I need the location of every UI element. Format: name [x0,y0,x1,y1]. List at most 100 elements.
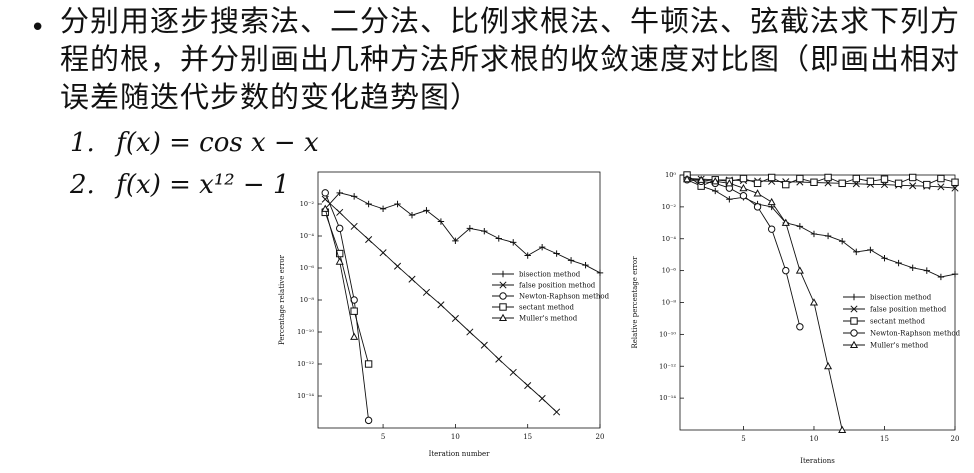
data-point [423,207,430,214]
legend-entry: bisection method [519,271,581,279]
y-tick-label: 10⁻¹² [659,362,676,370]
data-point [937,183,945,191]
legend-entry: Muller's method [519,315,578,323]
data-point [753,203,762,211]
plot-frame [679,174,956,431]
data-point [422,288,431,296]
data-point [365,200,372,208]
data-point [452,237,459,245]
y-tick-label: 10⁻⁴ [300,232,315,240]
data-point [937,273,945,281]
data-point [582,261,589,269]
data-point [767,225,776,233]
x-axis-label: Iteration number [429,450,491,458]
x-tick-label: 15 [523,433,532,441]
data-point [810,230,818,238]
y-tick-label: 10⁰ [665,171,676,179]
data-point [838,179,846,188]
data-point [335,257,344,265]
legend-entry: false position method [519,282,596,290]
legend-marker [850,293,858,301]
data-point [350,193,358,200]
data-point [782,266,790,275]
y-tick-label: 10⁻⁴ [662,235,677,243]
series-line [324,212,370,365]
data-point [379,205,387,213]
legend-marker [499,303,507,311]
data-point [796,323,804,331]
series-line [687,179,801,327]
legend-marker [499,281,507,289]
data-point [852,174,860,183]
data-point [781,218,790,226]
data-point [567,257,575,264]
data-point [394,200,401,208]
data-point [480,341,488,349]
data-point [923,180,931,189]
data-point [510,239,517,246]
y-axis-label: Percentage relative error [278,254,286,345]
x-tick-label: 20 [951,435,960,443]
data-point [867,246,874,254]
data-point [481,227,488,235]
legend-entry: Newton-Raphson method [519,293,610,301]
data-point [466,328,474,336]
y-tick-label: 10⁻¹⁰ [659,330,676,338]
equation-1-formula: f(x) = cos x − x [116,128,319,158]
data-point [810,178,818,186]
x-tick-label: 5 [741,435,745,443]
data-point [538,394,546,403]
data-point [909,182,917,190]
data-point [767,197,776,206]
y-tick-label: 10⁻¹⁴ [659,394,676,402]
series-line [324,192,601,274]
legend-marker [849,340,859,349]
data-point [364,360,373,368]
data-point [364,416,373,425]
legend-marker [498,313,508,322]
data-point [725,179,734,187]
data-point [951,184,959,192]
data-point [838,425,847,434]
data-point [321,204,330,212]
series-line [686,179,956,278]
data-point [553,408,561,416]
data-point [726,196,733,203]
data-point [524,381,532,390]
data-point [335,249,344,258]
series-line [687,178,843,431]
x-tick-label: 15 [880,435,889,443]
data-point [683,174,692,183]
data-point [753,179,762,188]
data-point [437,301,445,309]
data-point [894,179,903,188]
data-point [495,355,503,363]
y-axis-label: Relative percentage error [631,256,639,349]
data-point [767,173,776,182]
data-point [350,307,358,315]
y-tick-label: 10⁻² [662,203,677,211]
equation-2: 2. f(x) = x¹² − 1 [70,168,290,202]
task-paragraph: 分别用逐步搜索法、二分法、比例求根法、牛顿法、弦截法求下列方程的根，并分别画出几… [60,4,961,114]
data-point [365,235,373,244]
data-point [880,175,889,183]
equation-2-formula: f(x) = x¹² − 1 [116,170,290,200]
y-tick-label: 10⁻¹⁰ [297,328,314,336]
data-point [437,218,445,225]
x-tick-label: 20 [596,433,605,441]
equation-1: 1. f(x) = cos x − x [70,126,319,160]
data-point [909,264,916,272]
x-tick-label: 10 [810,435,819,443]
legend-entry: Muller's method [870,342,929,350]
data-point [796,174,804,183]
data-point [379,249,387,257]
data-point [739,183,748,192]
data-point [796,223,804,230]
data-point [495,235,502,242]
bullet-marker: • [30,13,46,43]
data-point [824,362,833,370]
data-point [408,275,416,283]
data-point [538,243,546,251]
data-point [881,255,888,262]
legend-entry: sectant method [870,318,926,326]
